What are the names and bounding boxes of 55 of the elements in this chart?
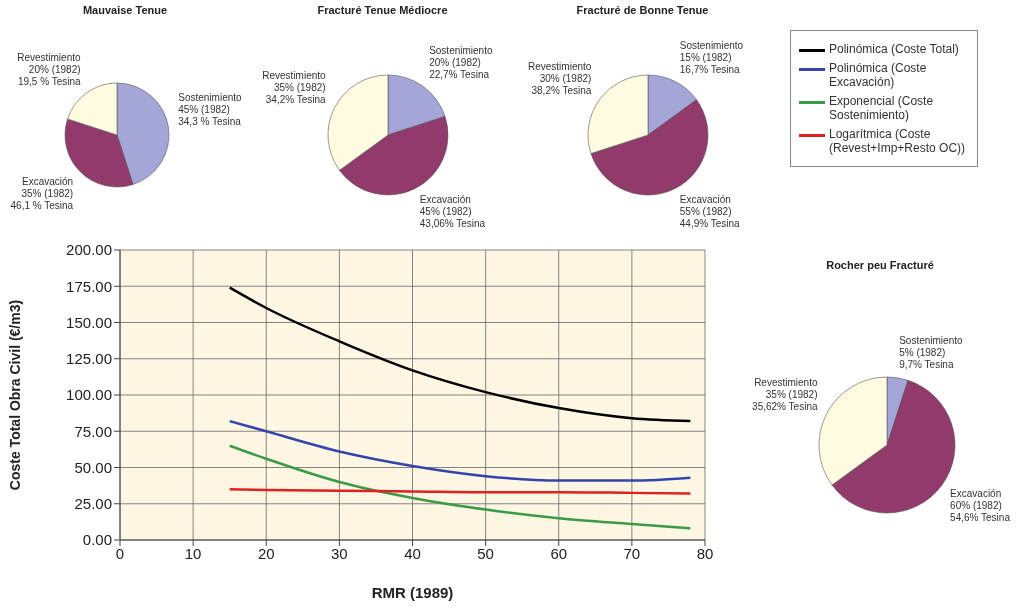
line-series [228, 286, 692, 423]
data-label: 45% (1982) 43,06% Tesina [419, 206, 486, 230]
data-label: 35% (1982) 46,1 % Tesina [10, 187, 74, 211]
y-tick-label: 25.00 [74, 495, 112, 513]
x-tick-label: 60 [550, 544, 568, 562]
data-label: 20% (1982) 22,7% Tesina [429, 57, 490, 81]
legend-label: Polinómica (Coste Total) [829, 42, 959, 56]
x-axis-title: RMR (1989) [371, 584, 454, 601]
x-tick-label: 70 [623, 544, 641, 562]
data-label: 35% (1982) 34,2% Tesina [265, 82, 327, 106]
y-tick-label: 100.00 [66, 386, 112, 404]
chart-title: Fracturé Tenue Médiocre [316, 3, 449, 18]
data-label: 60% (1982) 54,6% Tesina [950, 499, 1011, 523]
y-axis-title: Coste Total Obra Civil (€/m3) [6, 299, 23, 491]
data-label: 45% (1982) 34,3 % Tesina [178, 104, 242, 128]
slice-label: Excavación [419, 194, 471, 206]
x-tick-label: 10 [184, 544, 202, 562]
data-label: 20% (1982) 19,5 % Tesina [17, 63, 81, 87]
slice-label: Revestimiento [17, 51, 81, 63]
line-series [228, 419, 692, 482]
x-tick-label: 80 [696, 544, 714, 562]
data-label: 35% (1982) 35,62% Tesina [752, 388, 818, 412]
slice-label: Sostenimiento [429, 45, 493, 57]
x-tick-label: 50 [477, 544, 494, 562]
y-tick-label: 150.00 [66, 313, 112, 331]
chart-title: Mauvaise Tenue [81, 3, 169, 18]
chart-title: Rocher peu Fracturé [825, 258, 935, 273]
legend-label: Polinómica (Coste Excavación) [829, 61, 928, 89]
x-tick-label: 20 [257, 544, 275, 562]
data-label: 55% (1982) 44,9% Tesina [679, 206, 741, 230]
slice-label: Excavación [679, 194, 731, 206]
slice-label: Revestimiento [754, 376, 818, 388]
legend-label: Logarítmica (Coste (Revest+Imp+Resto OC)) [829, 127, 967, 155]
slice-label: Sostenimiento [899, 334, 964, 346]
y-tick-label: 200.00 [66, 241, 112, 259]
slice-label: Excavación [22, 175, 74, 187]
slice-label: Sostenimiento [178, 92, 243, 104]
data-label: 30% (1982) 38,2% Tesina [531, 72, 592, 96]
data-label: 15% (1982) 16,7% Tesina [679, 51, 741, 75]
slice-label: Excavación [950, 487, 1002, 499]
chart-title: Fracturé de Bonne Tenue [575, 3, 710, 18]
data-label: 5% (1982) 9,7% Tesina [899, 346, 954, 370]
legend-label: Exponencial (Coste Sostenimiento) [829, 94, 935, 122]
y-tick-label: 175.00 [66, 277, 112, 295]
x-tick-label: 40 [404, 544, 421, 562]
slice-label: Revestimiento [528, 60, 592, 72]
y-tick-label: 75.00 [74, 422, 112, 440]
slice-label: Sostenimiento [679, 39, 744, 51]
x-tick-label: 0 [115, 544, 125, 562]
y-tick-label: 50.00 [74, 458, 112, 476]
x-tick-label: 30 [331, 544, 348, 562]
line-series [228, 444, 692, 530]
slice-label: Revestimiento [262, 70, 327, 82]
y-tick-label: 0.00 [82, 531, 112, 549]
y-tick-label: 125.00 [66, 350, 112, 368]
